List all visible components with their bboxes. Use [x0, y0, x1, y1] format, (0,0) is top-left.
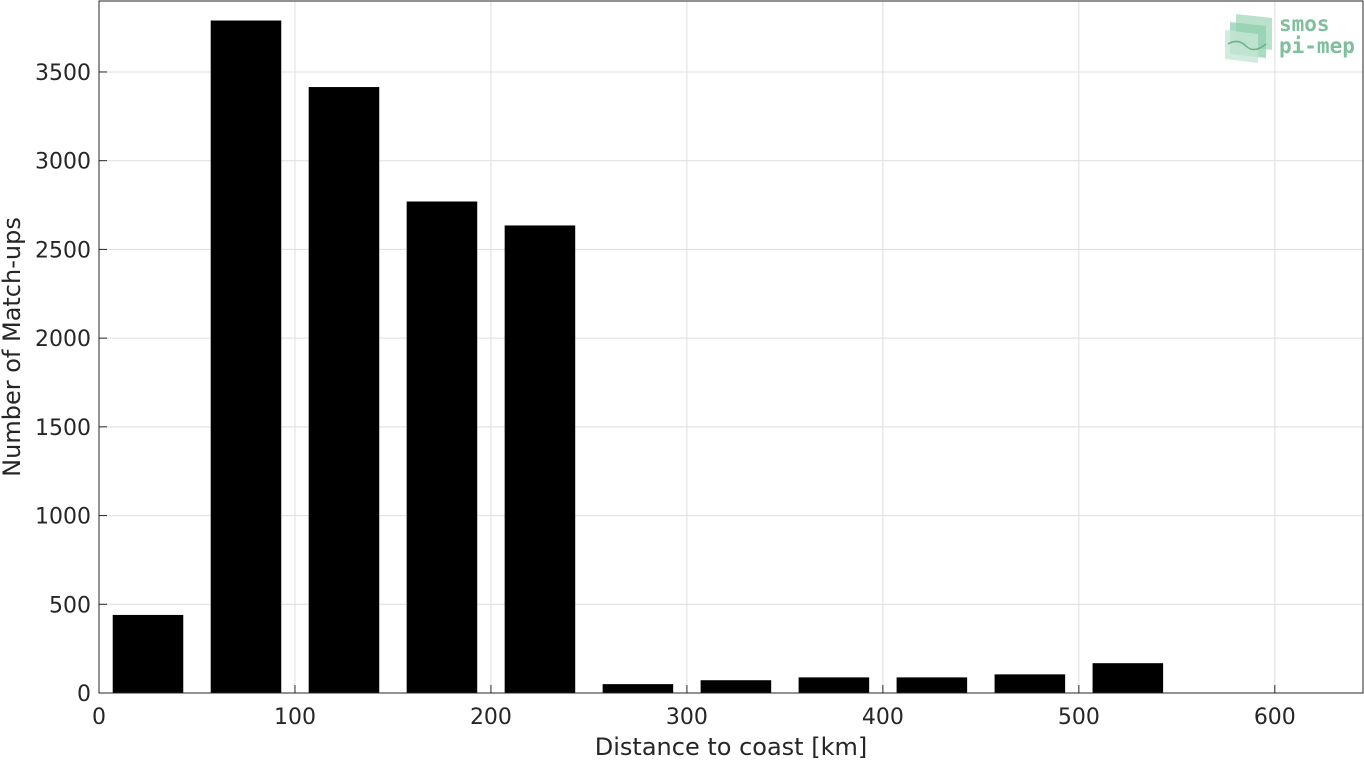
- logo-text-line2: pi-mep: [1279, 34, 1355, 58]
- x-tick-label: 100: [274, 705, 316, 730]
- bar: [112, 614, 184, 693]
- x-tick-label: 600: [1254, 705, 1296, 730]
- logo-text-line1: smos: [1279, 12, 1330, 36]
- bar: [602, 684, 674, 693]
- bars: [112, 20, 1164, 694]
- y-tick-label: 1000: [35, 505, 91, 530]
- bar: [896, 677, 968, 693]
- bar: [700, 680, 772, 693]
- bar: [406, 201, 478, 693]
- y-axis-ticks: 0 500 1000 1500 2000 2500 3000 3500: [35, 61, 107, 707]
- y-tick-label: 0: [77, 682, 91, 707]
- y-tick-label: 3000: [35, 150, 91, 175]
- logo-mark-icon: [1225, 14, 1272, 63]
- x-tick-label: 0: [92, 705, 106, 730]
- bar: [994, 674, 1066, 693]
- plot-frame: [98, 0, 1364, 694]
- y-axis-label: Number of Match-ups: [0, 217, 26, 477]
- y-tick-label: 3500: [35, 61, 91, 86]
- x-tick-label: 400: [862, 705, 904, 730]
- smos-pimep-logo: smos pi-mep: [1225, 12, 1355, 63]
- x-tick-label: 500: [1058, 705, 1100, 730]
- bar: [308, 87, 380, 694]
- bar: [210, 20, 282, 694]
- x-axis-label: Distance to coast [km]: [595, 733, 867, 760]
- x-tick-label: 300: [666, 705, 708, 730]
- bar: [504, 225, 576, 693]
- y-tick-label: 500: [49, 593, 91, 618]
- bar: [798, 677, 870, 693]
- y-tick-label: 1500: [35, 416, 91, 441]
- y-tick-label: 2000: [35, 327, 91, 352]
- x-axis-ticks: 0 100 200 300 400 500 600: [92, 685, 1296, 730]
- bar: [1092, 663, 1164, 693]
- x-tick-label: 200: [470, 705, 512, 730]
- y-tick-label: 2500: [35, 238, 91, 263]
- grid-lines: [98, 1, 1363, 694]
